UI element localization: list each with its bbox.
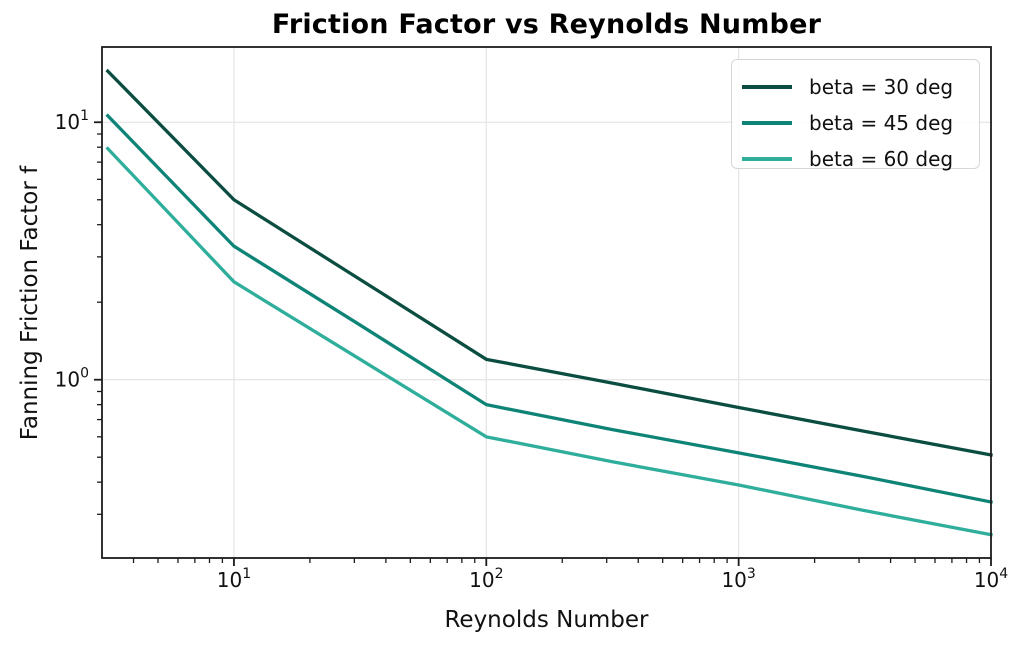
legend-label: beta = 60 deg [809,147,954,171]
x-tick-label: 102 [469,566,503,592]
legend-line-swatch [742,157,792,161]
x-tick-label: 104 [974,566,1008,592]
x-axis-label: Reynolds Number [444,607,649,633]
series-line-beta-60-deg [105,146,993,537]
x-tick-label: 101 [217,566,251,592]
series-line-beta-30-deg [105,68,993,457]
legend-label: beta = 30 deg [809,75,954,99]
legend-entry: beta = 60 deg [742,141,969,177]
legend-label: beta = 45 deg [809,111,954,135]
legend-entry: beta = 30 deg [742,69,969,105]
series-line-beta-45-deg [105,113,993,504]
x-tick-label: 103 [721,566,755,592]
chart-title: Friction Factor vs Reynolds Number [271,9,822,40]
legend-line-swatch [742,85,792,89]
y-tick-label: 101 [55,108,89,134]
legend-line-swatch [742,121,792,125]
legend-entry: beta = 45 deg [742,105,969,141]
y-tick-label: 100 [55,366,89,392]
legend: beta = 30 deg beta = 45 deg beta = 60 de… [731,59,980,171]
